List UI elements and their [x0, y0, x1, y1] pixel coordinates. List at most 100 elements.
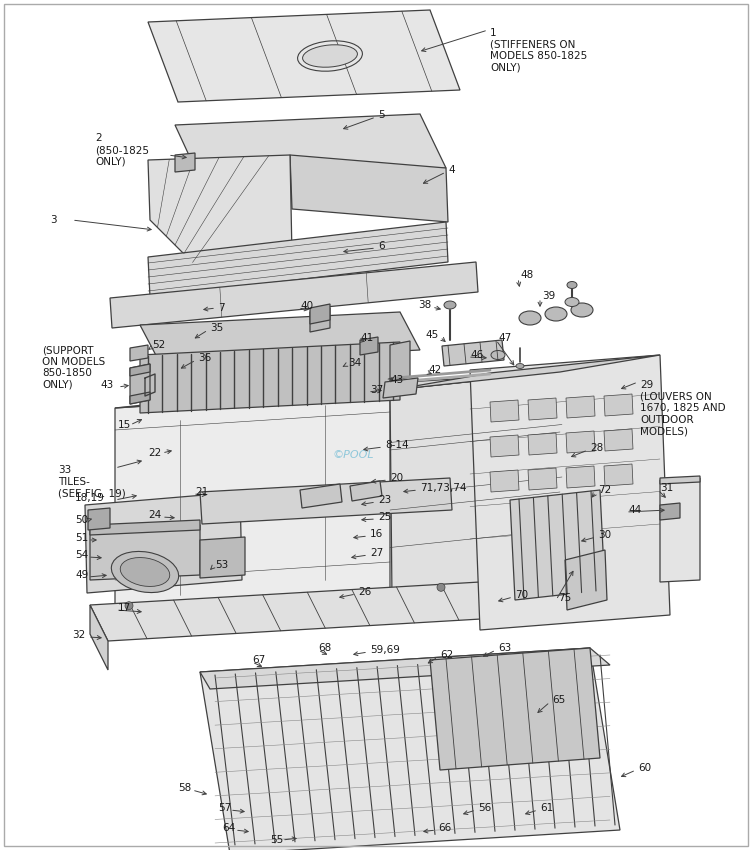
- Text: 50: 50: [75, 515, 88, 525]
- Text: 60: 60: [638, 763, 651, 773]
- Text: 5: 5: [378, 110, 384, 120]
- Text: 48: 48: [520, 270, 533, 280]
- Text: 62: 62: [440, 650, 453, 660]
- Polygon shape: [430, 648, 600, 770]
- Text: 30: 30: [598, 530, 611, 540]
- Polygon shape: [390, 341, 410, 381]
- Text: 32: 32: [72, 630, 85, 640]
- Polygon shape: [90, 582, 498, 641]
- Text: 37: 37: [370, 385, 384, 395]
- Circle shape: [437, 583, 445, 592]
- Text: (SUPPORT
ON MODELS
850-1850
ONLY): (SUPPORT ON MODELS 850-1850 ONLY): [42, 345, 105, 390]
- Text: 16: 16: [370, 529, 384, 539]
- Polygon shape: [200, 537, 245, 578]
- Text: 27: 27: [370, 548, 384, 558]
- Text: 43: 43: [390, 375, 403, 385]
- Polygon shape: [290, 155, 448, 222]
- Text: 4: 4: [448, 165, 455, 175]
- Polygon shape: [566, 466, 595, 488]
- Text: 39: 39: [542, 291, 555, 301]
- Text: 75: 75: [558, 593, 572, 603]
- Text: 40: 40: [300, 301, 313, 311]
- Polygon shape: [200, 648, 610, 689]
- Polygon shape: [200, 478, 452, 524]
- Text: ©POOL: ©POOL: [332, 450, 374, 460]
- Text: 33
TILES-
(SEE FIG. 19): 33 TILES- (SEE FIG. 19): [58, 465, 126, 498]
- Ellipse shape: [516, 364, 524, 369]
- Polygon shape: [85, 492, 242, 593]
- Text: 23: 23: [378, 495, 391, 505]
- Polygon shape: [110, 262, 478, 328]
- Text: 21: 21: [195, 487, 208, 497]
- Polygon shape: [90, 520, 200, 535]
- Polygon shape: [175, 114, 446, 179]
- Polygon shape: [148, 222, 448, 297]
- Text: 6: 6: [378, 241, 384, 251]
- Text: 2: 2: [95, 133, 102, 143]
- Text: 58: 58: [178, 783, 191, 793]
- Polygon shape: [660, 476, 700, 484]
- Polygon shape: [490, 470, 519, 492]
- Polygon shape: [390, 372, 562, 600]
- Text: 22: 22: [148, 448, 161, 458]
- Text: 15: 15: [118, 420, 132, 430]
- Polygon shape: [565, 550, 607, 610]
- Ellipse shape: [111, 552, 179, 592]
- Ellipse shape: [302, 45, 357, 67]
- Polygon shape: [528, 468, 557, 490]
- Text: 65: 65: [552, 695, 566, 705]
- Polygon shape: [90, 605, 108, 670]
- Text: 59,69: 59,69: [370, 645, 400, 655]
- Circle shape: [125, 602, 133, 609]
- Text: 34: 34: [348, 358, 361, 368]
- Polygon shape: [200, 648, 620, 850]
- Text: 20: 20: [390, 473, 403, 483]
- Text: 41: 41: [360, 333, 373, 343]
- Polygon shape: [490, 400, 519, 422]
- Polygon shape: [140, 312, 420, 363]
- Polygon shape: [442, 340, 504, 366]
- Text: 47: 47: [498, 333, 511, 343]
- Text: 66: 66: [438, 823, 451, 833]
- Polygon shape: [115, 390, 390, 618]
- Text: 63: 63: [498, 643, 511, 653]
- Text: 28: 28: [590, 443, 603, 453]
- Text: 53: 53: [215, 560, 229, 570]
- Polygon shape: [140, 342, 400, 413]
- Polygon shape: [566, 396, 595, 418]
- Text: 44: 44: [628, 505, 641, 515]
- Text: 56: 56: [478, 803, 491, 813]
- Text: 49: 49: [75, 570, 88, 580]
- Polygon shape: [148, 10, 460, 102]
- Ellipse shape: [444, 301, 456, 309]
- Ellipse shape: [491, 350, 505, 360]
- Polygon shape: [490, 435, 519, 457]
- Text: 25: 25: [378, 512, 391, 522]
- Text: 29
(LOUVERS ON
1670, 1825 AND
OUTDOOR
MODELS): 29 (LOUVERS ON 1670, 1825 AND OUTDOOR MO…: [640, 380, 726, 436]
- Ellipse shape: [120, 558, 170, 586]
- Polygon shape: [383, 378, 418, 398]
- Ellipse shape: [567, 281, 577, 288]
- Text: 46: 46: [470, 350, 484, 360]
- Text: 45: 45: [425, 330, 438, 340]
- Text: 43: 43: [100, 380, 114, 390]
- Polygon shape: [604, 429, 633, 451]
- Text: 8-14: 8-14: [385, 440, 408, 450]
- Text: 61: 61: [540, 803, 553, 813]
- Polygon shape: [130, 364, 150, 376]
- Text: 72: 72: [598, 485, 611, 495]
- Text: 7: 7: [218, 303, 225, 313]
- Polygon shape: [130, 364, 150, 404]
- Text: 67: 67: [252, 655, 265, 665]
- Polygon shape: [528, 398, 557, 420]
- Text: 42: 42: [428, 365, 441, 375]
- Polygon shape: [90, 525, 200, 580]
- Polygon shape: [148, 155, 292, 270]
- Ellipse shape: [545, 307, 567, 321]
- Polygon shape: [175, 153, 195, 172]
- Ellipse shape: [519, 311, 541, 325]
- Text: 26: 26: [358, 587, 371, 597]
- Text: 36: 36: [198, 353, 211, 363]
- Text: 68: 68: [318, 643, 331, 653]
- Polygon shape: [350, 481, 382, 501]
